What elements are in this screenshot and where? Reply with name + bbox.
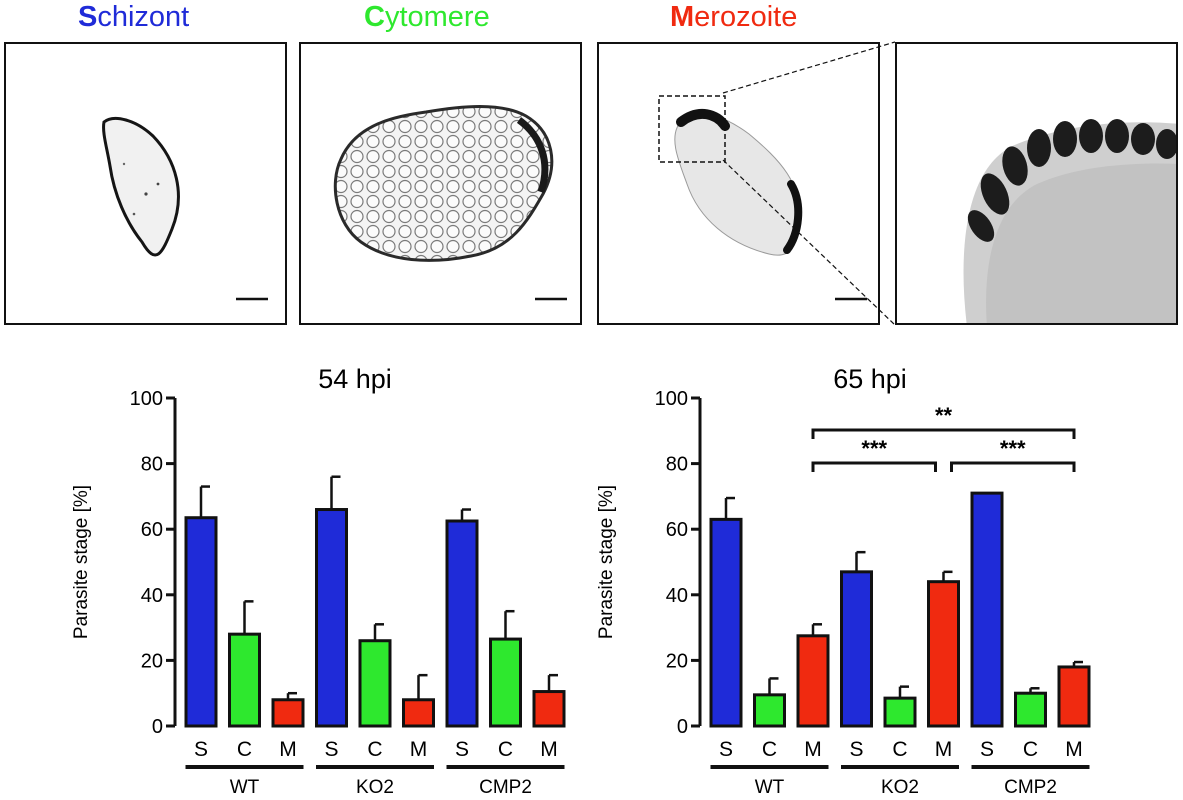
y-tick-label: 100	[655, 388, 688, 410]
stage-title-merozoite: Merozoite	[670, 0, 797, 34]
x-category-label: S	[980, 738, 994, 761]
chart-title: 65 hpi	[833, 364, 907, 394]
group-label: CMP2	[1004, 777, 1057, 798]
x-category-label: C	[1023, 738, 1038, 761]
group-label: CMP2	[479, 777, 532, 798]
bar-s	[445, 519, 479, 728]
significance-label: ***	[1000, 436, 1026, 461]
y-tick-label: 60	[666, 519, 688, 541]
y-tick-label: 80	[141, 454, 163, 476]
y-tick-label: 20	[141, 650, 163, 672]
stage-title-cytomere: Cytomere	[364, 0, 490, 34]
y-tick-label: 80	[666, 454, 688, 476]
bar-c	[358, 639, 392, 728]
x-category-label: S	[324, 738, 338, 761]
x-category-label: C	[892, 738, 907, 761]
y-tick-label: 60	[141, 519, 163, 541]
x-category-label: M	[935, 738, 953, 761]
cytomere-cell-drawing	[333, 105, 567, 301]
bar-m	[796, 634, 830, 728]
x-category-label: C	[498, 738, 513, 761]
bar-c	[1014, 691, 1047, 728]
zoom-region-box	[658, 95, 726, 163]
bar-s	[184, 516, 218, 728]
x-category-label: M	[410, 738, 428, 761]
chart-65hpi: 65 hpi 0 20 40 60 80 100 Parasite stage [%] S C M S…	[596, 364, 1091, 798]
stage-initial: C	[364, 1, 385, 33]
x-category-label: M	[804, 738, 822, 761]
chart-title: 54 hpi	[318, 364, 392, 394]
bar-c	[228, 632, 261, 728]
bar-s	[709, 517, 743, 728]
bar-m	[532, 690, 566, 728]
bar-s	[970, 491, 1004, 728]
significance-label: **	[935, 403, 953, 428]
group-label: KO2	[356, 777, 394, 798]
bar-m	[927, 580, 960, 728]
cytomere-micrograph	[299, 42, 582, 325]
stage-title-schizont: Schizont	[78, 0, 189, 34]
significance-bracket	[950, 461, 1076, 472]
y-tick-label: 100	[130, 388, 163, 410]
bar-m	[402, 698, 435, 728]
schizont-micrograph	[4, 42, 287, 325]
x-category-label: C	[762, 738, 777, 761]
bar-c	[883, 696, 917, 728]
x-category-label: C	[237, 738, 252, 761]
bar-m	[271, 698, 305, 728]
y-axis-label: Parasite stage [%]	[596, 485, 617, 639]
y-tick-label: 20	[666, 650, 688, 672]
group-label: WT	[755, 777, 785, 798]
group-label: WT	[230, 777, 260, 798]
bar-m	[1057, 665, 1091, 728]
group-label: KO2	[881, 777, 919, 798]
schizont-cell-drawing	[102, 117, 268, 301]
stage-rest: chizont	[97, 1, 190, 33]
bar-s	[315, 508, 348, 728]
x-category-label: M	[1065, 738, 1083, 761]
stage-initial: M	[670, 1, 695, 33]
significance-bracket	[811, 428, 1076, 439]
significance-bracket	[811, 461, 937, 472]
y-tick-label: 0	[152, 716, 163, 738]
stage-rest: erozoite	[694, 1, 798, 33]
bar-c	[489, 637, 522, 728]
y-tick-label: 40	[666, 585, 688, 607]
x-category-label: S	[849, 738, 863, 761]
y-tick-label: 0	[677, 716, 688, 738]
merozoite-zoom-drawing	[897, 44, 1176, 323]
merozoite-zoom-micrograph	[895, 42, 1178, 325]
bar-s	[840, 570, 873, 728]
x-category-label: M	[540, 738, 558, 761]
y-tick-label: 40	[141, 585, 163, 607]
bar-c	[753, 693, 786, 728]
x-category-label: S	[455, 738, 469, 761]
x-category-label: S	[194, 738, 208, 761]
x-category-label: M	[279, 738, 297, 761]
chart-54hpi: 54 hpi 0 20 40 60 80 100 Parasite stage [%] S C M S…	[71, 364, 566, 798]
y-axis-label: Parasite stage [%]	[71, 485, 92, 639]
stage-rest: ytomere	[384, 1, 490, 33]
significance-label: ***	[861, 436, 887, 461]
stage-initial: S	[78, 1, 98, 33]
x-category-label: C	[367, 738, 382, 761]
x-category-label: S	[719, 738, 733, 761]
